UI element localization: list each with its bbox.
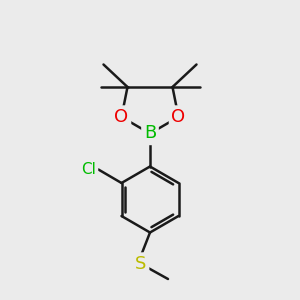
Text: Cl: Cl bbox=[81, 162, 96, 177]
Text: B: B bbox=[144, 124, 156, 142]
Text: O: O bbox=[171, 108, 186, 126]
Text: O: O bbox=[114, 108, 129, 126]
Text: S: S bbox=[135, 255, 147, 273]
